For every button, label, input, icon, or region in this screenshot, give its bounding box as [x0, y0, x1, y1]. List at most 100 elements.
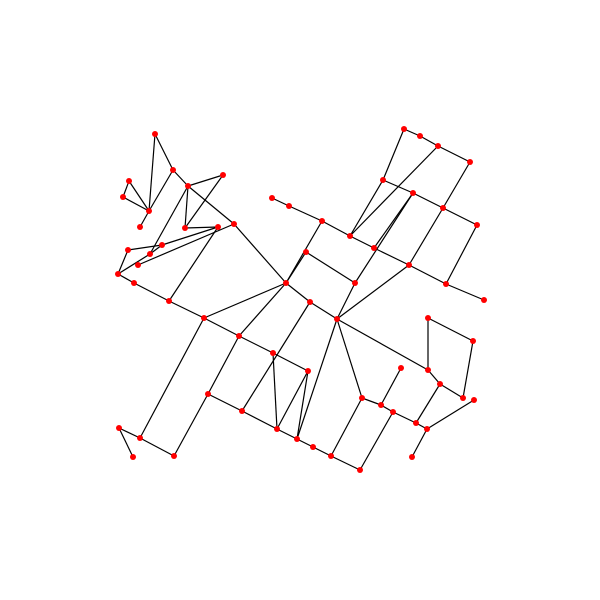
graph-edge [349, 145, 439, 237]
graph-edge [373, 247, 410, 266]
graph-edge [139, 437, 175, 457]
graph-edge [412, 192, 444, 209]
graph-node [440, 205, 446, 211]
graph-edge [187, 185, 235, 225]
graph-edge [288, 205, 323, 222]
graph-edge [184, 185, 189, 229]
graph-node [137, 435, 143, 441]
graph-edge [203, 282, 287, 319]
graph-node [467, 159, 473, 165]
graph-edge [168, 300, 205, 319]
graph-node [125, 247, 131, 253]
graph-node [231, 221, 237, 227]
graph-edge [437, 145, 471, 163]
graph-node [380, 177, 386, 183]
graph-node [470, 338, 476, 344]
graph-node [481, 297, 487, 303]
graph-node [410, 190, 416, 196]
graph-edge [184, 174, 224, 229]
graph-edge [392, 411, 417, 424]
graph-node [152, 131, 158, 137]
graph-edge [272, 352, 278, 430]
graph-edge [117, 253, 151, 275]
graph-node [425, 367, 431, 373]
graph-edge [137, 223, 235, 266]
edges-layer [117, 128, 485, 471]
graph-node [390, 409, 396, 415]
graph-edge [172, 169, 189, 187]
graph-edge [354, 192, 414, 284]
graph-node [398, 365, 404, 371]
graph-edge [117, 273, 135, 284]
graph-node [425, 315, 431, 321]
graph-node [310, 444, 316, 450]
graph-node [130, 454, 136, 460]
graph-edge [118, 427, 134, 458]
graph-node [437, 381, 443, 387]
graph-edge [408, 264, 447, 285]
graph-node [443, 281, 449, 287]
graph-node [378, 402, 384, 408]
nodes-layer [115, 126, 487, 473]
graph-node [270, 350, 276, 356]
graph-node [146, 208, 152, 214]
graph-edge [148, 169, 174, 212]
graph-node [115, 271, 121, 277]
graph-edge [271, 197, 290, 207]
graph-edge [118, 427, 141, 439]
graph-node [406, 262, 412, 268]
graph-edge [415, 383, 441, 424]
graph-node [166, 298, 172, 304]
graph-node [286, 203, 292, 209]
graph-edge [184, 226, 219, 229]
graph-edge [117, 249, 129, 275]
graph-edge [285, 251, 307, 284]
graph-edge [361, 397, 382, 406]
graph-edge [187, 174, 224, 187]
graph-node [357, 467, 363, 473]
graph-node [269, 195, 275, 201]
graph-node [413, 420, 419, 426]
graph-edge [427, 317, 474, 342]
graph-node [401, 126, 407, 132]
graph-node [205, 391, 211, 397]
graph-edge [203, 317, 240, 337]
graph-node [359, 395, 365, 401]
graph-edge [330, 397, 363, 457]
graph-node [126, 178, 132, 184]
graph-node [116, 425, 122, 431]
graph-node [307, 299, 313, 305]
graph-edge [161, 226, 219, 246]
graph-node [274, 426, 280, 432]
graph-edge [330, 455, 361, 471]
graph-edge [139, 210, 150, 228]
graph-node [283, 280, 289, 286]
graph-node [435, 143, 441, 149]
graph-edge [312, 446, 332, 457]
graph-edge [380, 367, 402, 406]
graph-node [159, 242, 165, 248]
graph-edge [276, 428, 298, 440]
graph-node [135, 262, 141, 268]
graph-node [182, 225, 188, 231]
graph-edge [241, 410, 278, 430]
graph-edge [148, 133, 156, 212]
graph-node [371, 245, 377, 251]
graph-edge [445, 283, 485, 301]
graph-edge [442, 207, 478, 226]
graph-edge [321, 220, 351, 237]
graph-edge [207, 335, 240, 395]
graph-node [220, 172, 226, 178]
graph-edge [336, 318, 363, 399]
graph-node [236, 333, 242, 339]
graph-edge [408, 207, 444, 266]
graph-edge [238, 335, 274, 354]
graph-node [185, 183, 191, 189]
graph-node [460, 395, 466, 401]
graph-edge [122, 196, 150, 212]
graph-edge [382, 128, 405, 181]
graph-edge [419, 135, 439, 147]
graph-node [171, 453, 177, 459]
graph-edge [349, 235, 375, 249]
graph-node [170, 167, 176, 173]
